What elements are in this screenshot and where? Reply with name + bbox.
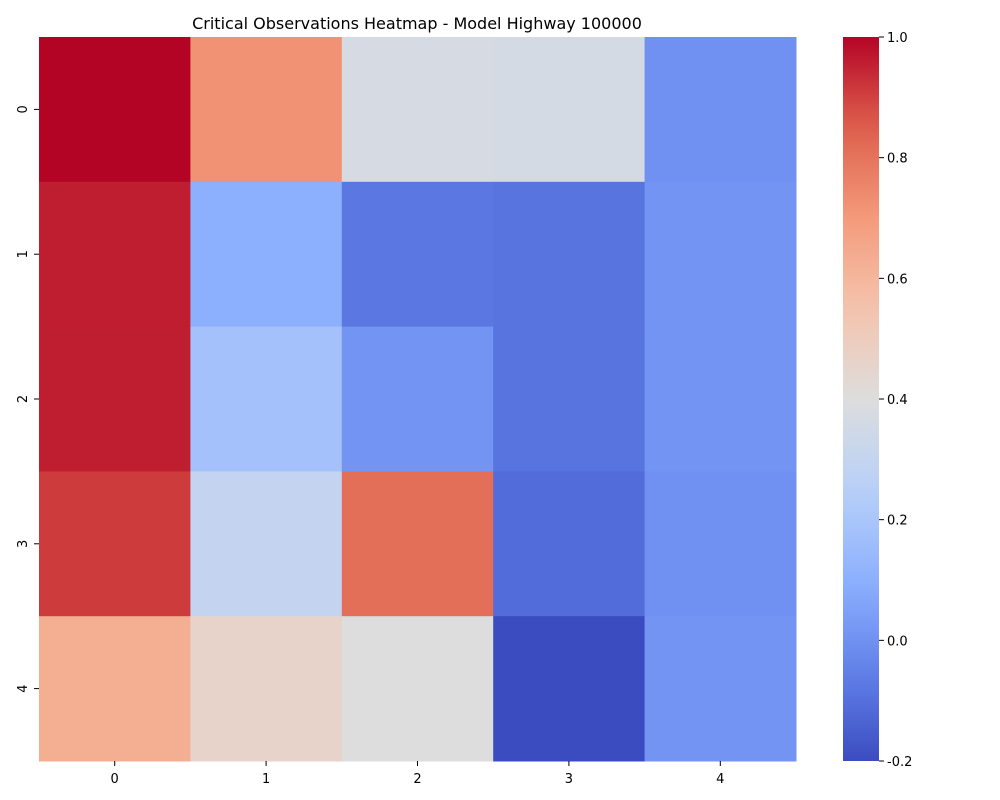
heatmap-cell-r0-c2 xyxy=(341,37,494,183)
heatmap-cell-r4-c0 xyxy=(39,616,191,762)
heatmap-cell-r1-c2 xyxy=(341,181,494,328)
heatmap-cell-r1-c4 xyxy=(644,181,797,328)
colorbar-tick-label: 0.2 xyxy=(887,514,908,529)
x-tick-label: 3 xyxy=(565,772,573,787)
colorbar: -0.2 0.0 0.2 0.4 0.6 0.8 1.0 xyxy=(843,31,912,770)
heatmap-cell-r4-c4 xyxy=(644,616,797,762)
y-tick-label: 0 xyxy=(16,105,31,113)
heatmap-cell-r0-c1 xyxy=(190,37,343,183)
heatmap-cell-r0-c4 xyxy=(644,37,797,183)
heatmap-cell-r4-c1 xyxy=(190,616,343,762)
y-tick-label: 1 xyxy=(16,250,31,258)
y-tick-label: 2 xyxy=(16,395,31,403)
heatmap-cell-r0-c0 xyxy=(39,37,191,183)
heatmap-cell-r2-c2 xyxy=(341,326,494,472)
colorbar-tick-label: 0.4 xyxy=(887,393,908,408)
heatmap-cell-r3-c1 xyxy=(190,471,343,617)
heatmap-cell-r2-c4 xyxy=(644,326,797,472)
x-tick-label: 4 xyxy=(716,772,724,787)
chart-title: Critical Observations Heatmap - Model Hi… xyxy=(192,14,642,33)
y-tick-label: 3 xyxy=(16,540,31,548)
colorbar-tick-label: 0.0 xyxy=(887,634,908,649)
colorbar-tick-label: 1.0 xyxy=(887,31,908,46)
y-tick-label: 4 xyxy=(16,684,31,692)
heatmap-cell-r4-c3 xyxy=(493,616,646,762)
heatmap-cells xyxy=(39,37,797,762)
heatmap-cell-r2-c0 xyxy=(39,326,191,472)
colorbar-gradient xyxy=(843,37,879,761)
x-axis: 0 1 2 3 4 xyxy=(111,761,724,787)
heatmap-cell-r1-c0 xyxy=(39,181,191,328)
heatmap-cell-r3-c4 xyxy=(644,471,797,617)
x-tick-label: 1 xyxy=(262,772,270,787)
heatmap-cell-r3-c3 xyxy=(493,471,646,617)
x-tick-label: 0 xyxy=(111,772,119,787)
heatmap-cell-r3-c0 xyxy=(39,471,191,617)
heatmap-cell-r2-c1 xyxy=(190,326,343,472)
heatmap-cell-r4-c2 xyxy=(341,616,494,762)
colorbar-tick-label: 0.8 xyxy=(887,152,908,167)
heatmap-cell-r0-c3 xyxy=(493,37,646,183)
colorbar-tick-label: -0.2 xyxy=(887,755,912,770)
colorbar-tick-label: 0.6 xyxy=(887,272,908,287)
y-axis: 0 1 2 3 4 xyxy=(16,105,39,693)
heatmap-cell-r3-c2 xyxy=(341,471,494,617)
x-tick-label: 2 xyxy=(413,772,421,787)
heatmap-cell-r2-c3 xyxy=(493,326,646,472)
heatmap-cell-r1-c1 xyxy=(190,181,343,328)
heatmap-cell-r1-c3 xyxy=(493,181,646,328)
